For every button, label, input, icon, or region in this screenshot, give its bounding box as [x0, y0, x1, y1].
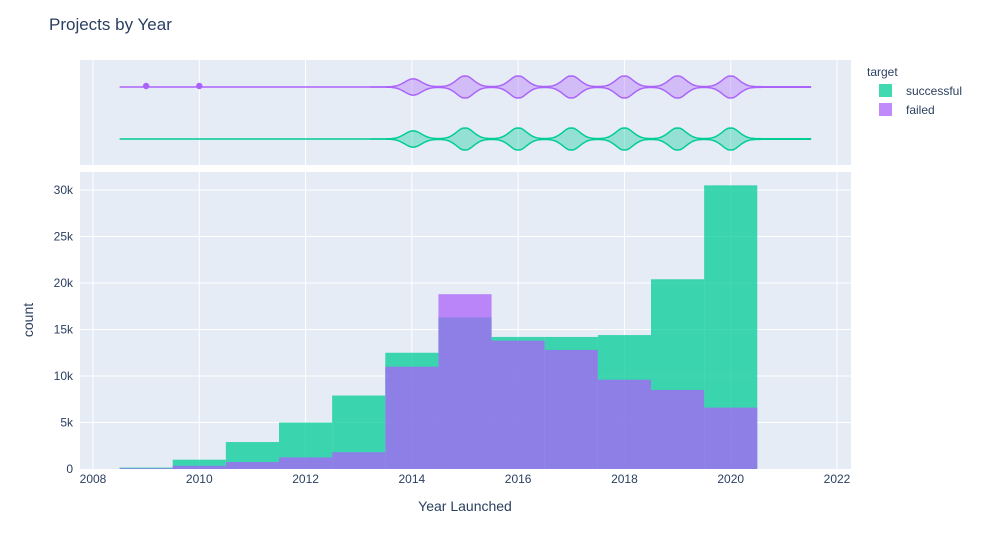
bar-failed[interactable]	[544, 349, 598, 469]
x-axis-ticks: 2008 2010 2012 2014 2016 2018 2020 2022	[80, 472, 851, 486]
legend-label-successful: successful	[906, 84, 962, 98]
bar-failed[interactable]	[279, 457, 333, 469]
bar-failed[interactable]	[385, 366, 439, 469]
violin-outlier-failed[interactable]	[196, 82, 203, 90]
bar-failed[interactable]	[438, 294, 492, 469]
violin-outlier-failed[interactable]	[142, 82, 150, 90]
violin-shapes	[119, 75, 812, 151]
violin-gridlines	[92, 60, 838, 165]
y-axis-ticks: 0 5k 10k 15k 20k 25k 30k	[54, 183, 74, 476]
legend-label-failed: failed	[906, 103, 935, 117]
violin-subplot	[80, 60, 851, 165]
violin-successful[interactable]	[119, 127, 812, 151]
bar-failed[interactable]	[597, 379, 651, 469]
x-tick-label: 2012	[292, 472, 319, 486]
violin-failed[interactable]	[119, 75, 812, 99]
bar-failed[interactable]	[704, 407, 758, 469]
bar-failed[interactable]	[172, 465, 226, 469]
bar-failed[interactable]	[225, 462, 279, 469]
legend[interactable]: target successful failed	[867, 65, 962, 117]
y-tick-label: 25k	[54, 230, 74, 244]
y-tick-label: 0	[66, 462, 73, 476]
x-tick-label: 2016	[505, 472, 532, 486]
x-tick-label: 2014	[399, 472, 426, 486]
chart-title: Projects by Year	[49, 15, 172, 34]
x-tick-label: 2018	[611, 472, 638, 486]
x-tick-label: 2020	[717, 472, 744, 486]
y-tick-label: 30k	[54, 183, 74, 197]
violin-plot-background	[80, 60, 851, 165]
x-axis-label: Year Launched	[418, 498, 512, 514]
legend-swatch-failed	[879, 103, 892, 116]
y-tick-label: 20k	[54, 276, 74, 290]
histogram-subplot: 2008 2010 2012 2014 2016 2018 2020 2022 0 5k 10k 1…	[54, 172, 851, 486]
x-tick-label: 2022	[824, 472, 851, 486]
x-tick-label: 2010	[186, 472, 213, 486]
bar-failed[interactable]	[651, 389, 705, 469]
y-tick-label: 5k	[60, 416, 74, 430]
legend-item-successful[interactable]: successful	[879, 84, 962, 98]
bar-successful[interactable]	[172, 459, 226, 469]
bar-failed[interactable]	[119, 468, 173, 469]
legend-item-failed[interactable]: failed	[879, 103, 935, 117]
bar-failed[interactable]	[491, 340, 545, 469]
histogram-bars	[119, 185, 758, 469]
y-axis-label: count	[20, 303, 36, 337]
y-tick-label: 10k	[54, 369, 74, 383]
x-tick-label: 2008	[80, 472, 107, 486]
legend-title: target	[867, 65, 898, 79]
y-tick-label: 15k	[54, 323, 74, 337]
legend-swatch-successful	[879, 84, 892, 97]
bar-failed[interactable]	[332, 452, 386, 469]
